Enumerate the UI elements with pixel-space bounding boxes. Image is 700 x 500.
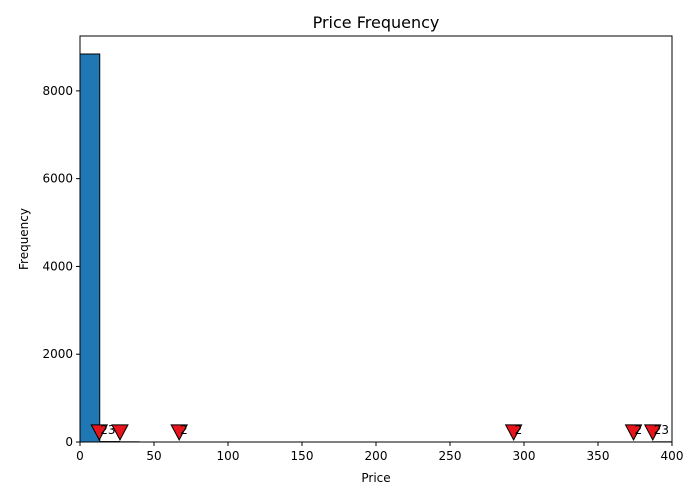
annotation-label-0: 23 [100,423,115,437]
y-tick-label-1: 2000 [42,347,73,361]
x-tick-label-0: 0 [76,449,84,463]
annotation-marker-1 [111,424,129,441]
x-axis-label: Price [361,471,390,485]
annotation-marker-0 [90,424,109,441]
histogram-bar-0 [79,53,101,443]
x-tick-label-7: 350 [587,449,610,463]
y-axis-label: Frequency [17,208,31,270]
y-tick-label-4: 8000 [42,84,73,98]
x-tick-label-3: 150 [291,449,314,463]
plot-frame [79,35,673,443]
x-tick-label-1: 50 [146,449,161,463]
x-tick-label-4: 200 [365,449,388,463]
annotation-label-4: 2 [635,423,643,437]
x-tick-label-6: 300 [513,449,536,463]
y-tick-label-3: 6000 [42,172,73,186]
y-tick-label-2: 4000 [42,259,73,273]
x-tick-label-8: 400 [661,449,684,463]
annotation-label-2: 2 [180,423,188,437]
chart-title: Price Frequency [313,13,440,32]
annotation-marker-4 [624,424,643,441]
annotation-marker-5 [643,424,662,441]
annotation-label-5: 23 [654,423,669,437]
annotation-marker-3 [504,424,523,441]
annotation-label-3: 2 [515,423,523,437]
y-tick-label-0: 0 [65,435,73,449]
x-tick-label-2: 100 [217,449,240,463]
annotation-marker-2 [170,424,188,441]
x-tick-label-5: 250 [439,449,462,463]
